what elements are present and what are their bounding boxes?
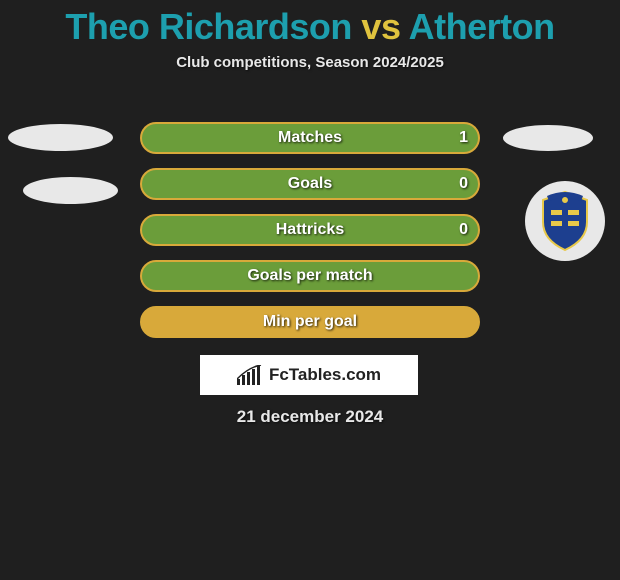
stat-bar: Goals per match — [140, 260, 480, 292]
stat-bar: Matches 1 — [140, 122, 480, 154]
player1-placeholder-shape-1 — [8, 124, 113, 151]
stat-bar: Min per goal — [140, 306, 480, 338]
bars-chart-icon — [237, 365, 265, 385]
stat-bar-value: 0 — [459, 175, 468, 193]
stat-bar: Hattricks 0 — [140, 214, 480, 246]
stat-bar-label: Hattricks — [276, 221, 344, 239]
player1-placeholder-shape-2 — [23, 177, 118, 204]
stat-bar-label: Matches — [278, 129, 342, 147]
title-player2: Atherton — [409, 6, 555, 47]
stat-bar-label: Goals per match — [247, 267, 372, 285]
stat-bar-value: 0 — [459, 221, 468, 239]
stat-bar-value: 1 — [459, 129, 468, 147]
player2-placeholder-shape — [503, 125, 593, 151]
title-vs: vs — [361, 6, 400, 47]
stat-bar-label: Goals — [288, 175, 332, 193]
snapshot-date: 21 december 2024 — [0, 407, 620, 427]
title-player1: Theo Richardson — [65, 6, 352, 47]
stat-bars: Matches 1 Goals 0 Hattricks 0 Goals per match M… — [140, 122, 480, 352]
stat-bar-label: Min per goal — [263, 313, 357, 331]
comparison-title: Theo Richardson vs Atherton — [0, 0, 620, 48]
stat-bar: Goals 0 — [140, 168, 480, 200]
watermark-text: FcTables.com — [269, 365, 381, 385]
watermark: FcTables.com — [200, 355, 418, 395]
subtitle: Club competitions, Season 2024/2025 — [0, 54, 620, 71]
shield-icon — [537, 190, 593, 252]
player2-club-badge — [525, 181, 605, 261]
